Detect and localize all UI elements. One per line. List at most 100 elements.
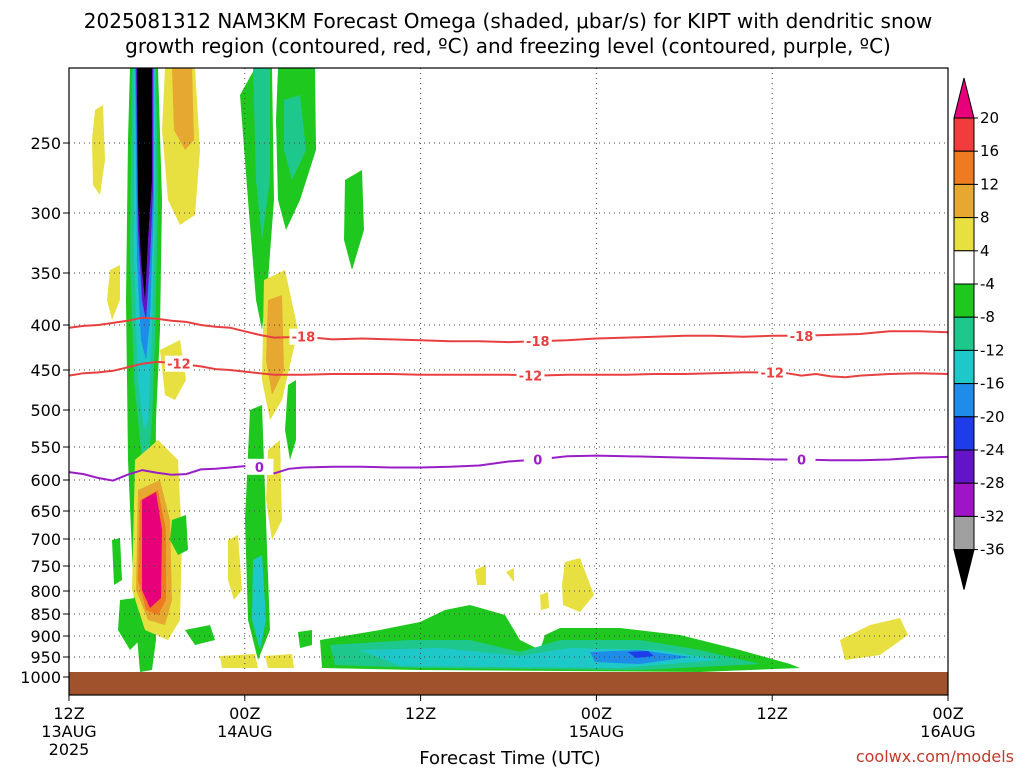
shade-green-small3 xyxy=(170,515,188,555)
colorbar-segment xyxy=(953,217,975,252)
ground-surface xyxy=(69,672,948,695)
colorbar-label: -28 xyxy=(980,474,1005,492)
contour-line-0 xyxy=(68,454,949,482)
x-tick-label: 00Z xyxy=(229,704,260,723)
colorbar-label: 12 xyxy=(980,175,999,193)
colorbar-label: -24 xyxy=(980,441,1005,459)
y-tick-label: 350 xyxy=(30,264,61,283)
shade-yellow-blob xyxy=(562,558,594,612)
colorbar-label: 16 xyxy=(980,142,999,160)
contour-label-bg xyxy=(164,355,193,372)
contour-label-0: 0 xyxy=(797,454,806,469)
shade-green-tiny xyxy=(298,630,312,648)
y-tick-label: 550 xyxy=(30,438,61,457)
y-tick-label: 500 xyxy=(30,401,61,420)
y-tick-label: 850 xyxy=(30,605,61,624)
y-tick-label: 1000 xyxy=(20,668,61,687)
shade-yellow-left2 xyxy=(107,265,120,320)
x-tick-label: 00Z xyxy=(581,704,612,723)
contour-label-bg xyxy=(523,451,552,468)
y-tick-label: 400 xyxy=(30,316,61,335)
shade-black-column xyxy=(137,68,152,300)
y-tick-label: 950 xyxy=(30,648,61,667)
chart-title-line1: 2025081312 NAM3KM Forecast Omega (shaded… xyxy=(84,9,932,33)
contour-label--12: -12 xyxy=(167,358,191,373)
colorbar-segment xyxy=(953,250,975,285)
contour-label-0: 0 xyxy=(533,454,542,469)
omega-shading xyxy=(92,68,908,672)
shade-green-small4 xyxy=(112,538,122,585)
credit-text: coolwx.com/models xyxy=(856,747,1014,766)
colorbar-label: 20 xyxy=(980,109,999,127)
y-tick-label: 600 xyxy=(30,471,61,490)
contour-label--12: -12 xyxy=(760,366,784,381)
x-axis-label: Forecast Time (UTC) xyxy=(419,748,600,768)
contour-label-bg xyxy=(787,327,816,344)
colorbar-label: -4 xyxy=(980,275,995,293)
shade-yellow-right xyxy=(840,618,908,660)
y-tick-label: 300 xyxy=(30,204,61,223)
x-tick-label: 12Z xyxy=(405,704,436,723)
contour-label-bg xyxy=(758,364,787,381)
contour-label-bg xyxy=(245,458,274,475)
colorbar-segment xyxy=(953,349,975,385)
y-tick-label: 650 xyxy=(30,502,61,521)
contour-line--18 xyxy=(68,316,949,344)
colorbar-label: -36 xyxy=(980,541,1005,559)
x-tick-label: 00Z xyxy=(932,704,963,723)
contour-label-0: 0 xyxy=(255,461,264,476)
y-tick-label: 750 xyxy=(30,557,61,576)
colorbar-label: -20 xyxy=(980,408,1005,426)
contour-label-bg xyxy=(523,333,552,350)
colorbar-bottom-arrow xyxy=(953,549,975,590)
plot-background xyxy=(69,68,948,695)
shade-green-small5 xyxy=(118,598,140,650)
x-tick-label: 13AUG xyxy=(41,722,96,741)
contour-label-bg xyxy=(289,328,318,345)
shade-yellow-tiny xyxy=(475,565,486,585)
temperature-contours: -18 -18 -18 -12 -12 -12 0 0 0 xyxy=(68,316,949,482)
shade-green-small6 xyxy=(185,625,215,645)
colorbar-segment xyxy=(953,482,975,517)
x-tick-label: 12Z xyxy=(53,704,84,723)
shade-teal-col3 xyxy=(284,95,306,180)
shade-pink-lower xyxy=(142,492,162,608)
contour-label--18: -18 xyxy=(292,331,316,346)
contour-label--12: -12 xyxy=(519,369,543,384)
y-tick-label: 700 xyxy=(30,530,61,549)
colorbar-segment xyxy=(953,515,975,551)
colorbar-top-arrow xyxy=(953,77,975,119)
shade-cyan-col4 xyxy=(252,555,266,650)
colorbar-label: -8 xyxy=(980,308,995,326)
colorbar-segment xyxy=(953,449,975,484)
x-tick-label: 2025 xyxy=(49,740,90,759)
contour-label-bg xyxy=(516,367,545,384)
y-tick-label: 800 xyxy=(30,582,61,601)
x-tick-label: 16AUG xyxy=(920,722,975,741)
contour-label--18: -18 xyxy=(790,330,814,345)
colorbar-label: 8 xyxy=(980,209,990,227)
shade-yellow-bottom xyxy=(220,654,258,668)
colorbar-segment xyxy=(953,283,975,318)
shade-green-small xyxy=(344,170,364,270)
shade-yellow-bottom2 xyxy=(265,654,294,668)
y-tick-label: 450 xyxy=(30,361,61,380)
contour-label-bg xyxy=(787,451,816,468)
shade-yellow-left xyxy=(92,105,105,195)
colorbar-segment xyxy=(953,117,975,152)
y-tick-label: 250 xyxy=(30,134,61,153)
x-tick-label: 12Z xyxy=(757,704,788,723)
shade-yellow-tiny3 xyxy=(540,592,549,610)
colorbar-label: -32 xyxy=(980,507,1005,525)
contour-label--18: -18 xyxy=(526,335,550,350)
plot-frame xyxy=(68,67,949,696)
chart-title-line2: growth region (contoured, red, ºC) and f… xyxy=(125,34,891,58)
shade-dblue-lowband xyxy=(628,651,654,658)
colorbar-segment xyxy=(953,416,975,451)
shade-green-small2 xyxy=(285,380,296,460)
shade-teal-col2 xyxy=(253,68,270,240)
shade-gold-top xyxy=(172,68,194,150)
x-tick-label: 14AUG xyxy=(217,722,272,741)
